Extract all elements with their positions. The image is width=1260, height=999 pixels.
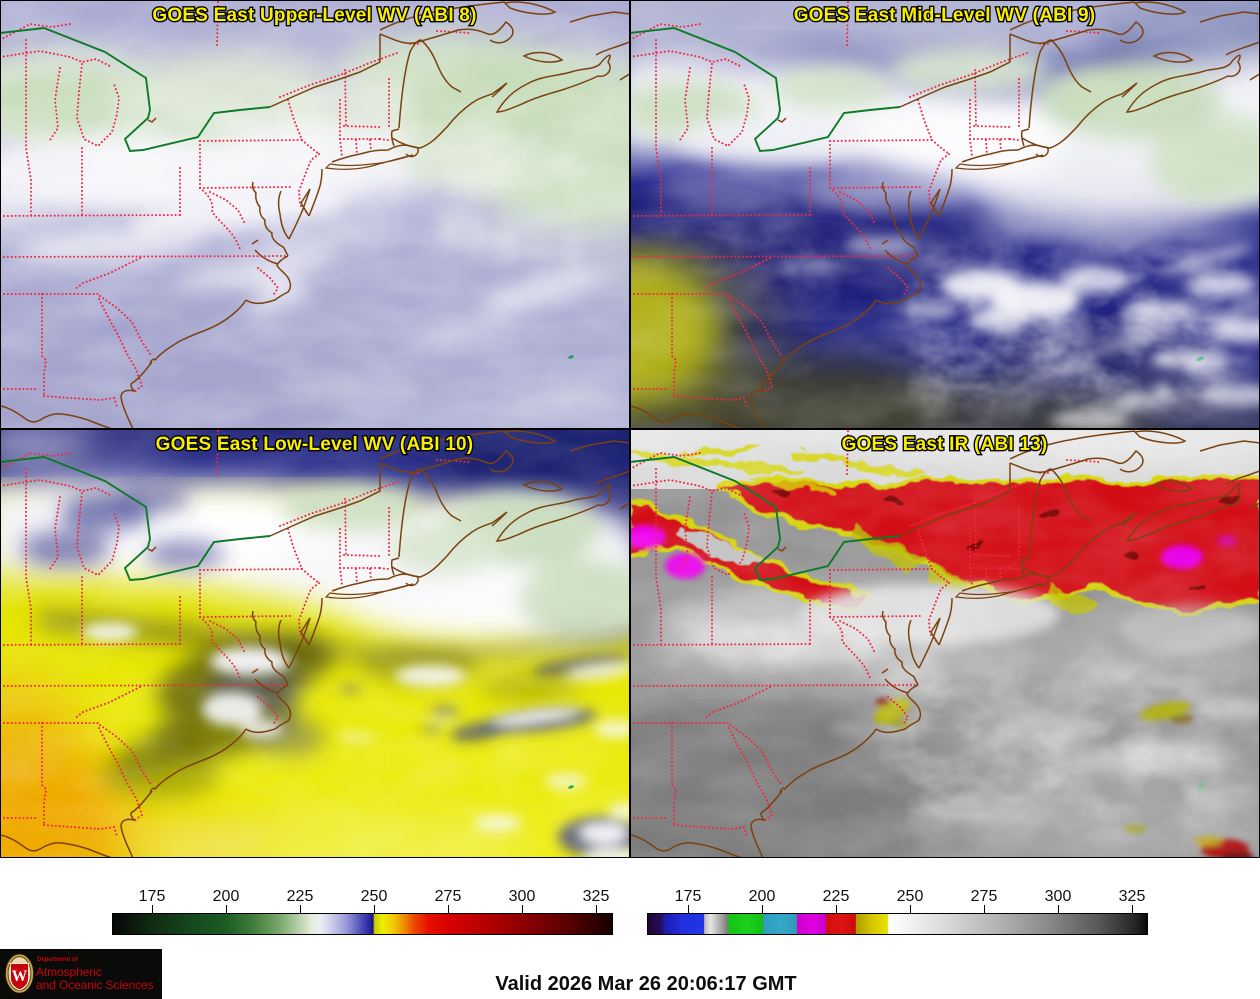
svg-text:W: W	[12, 968, 28, 985]
